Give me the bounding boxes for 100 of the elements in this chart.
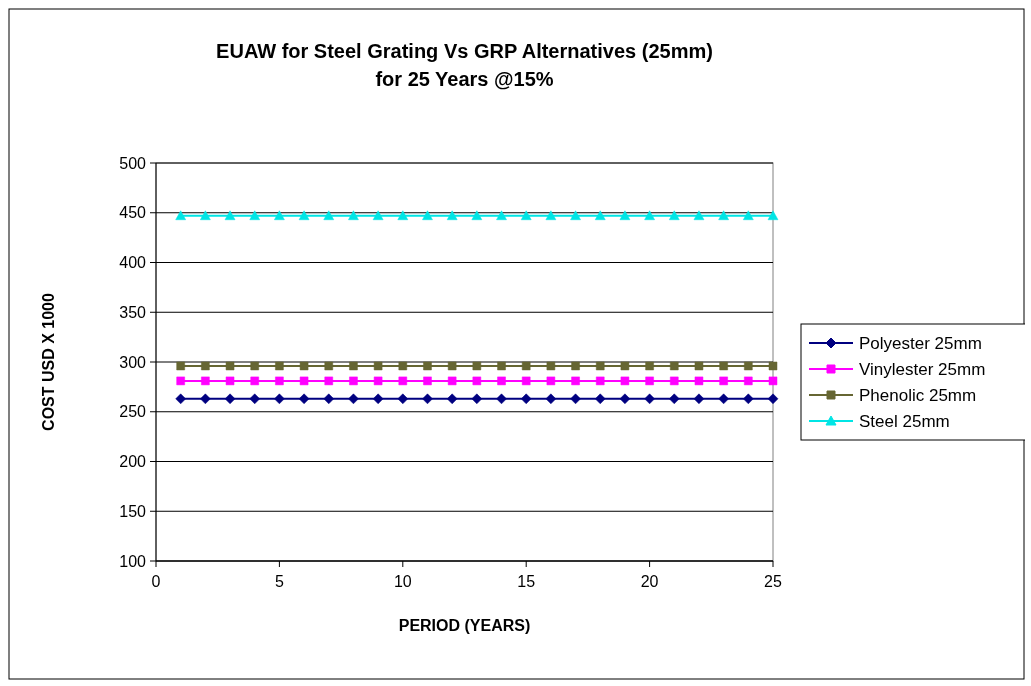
point	[768, 376, 778, 386]
x-tick-label: 20	[640, 573, 659, 590]
point	[446, 393, 458, 405]
point	[324, 361, 334, 371]
point	[620, 361, 630, 371]
point	[520, 393, 532, 405]
point	[571, 376, 580, 386]
point	[693, 210, 705, 220]
point	[571, 361, 580, 371]
point	[373, 361, 383, 371]
point	[718, 393, 729, 405]
point	[767, 210, 779, 220]
point	[373, 376, 383, 386]
point	[398, 376, 408, 386]
point	[521, 361, 531, 371]
point	[521, 376, 531, 386]
point	[471, 210, 483, 220]
point	[225, 361, 235, 371]
point	[323, 210, 335, 220]
point	[619, 210, 631, 220]
y-axis-title: COST USD X 1000	[40, 292, 57, 431]
x-axis-title: PERIOD (YEARS)	[398, 617, 531, 634]
point	[595, 376, 605, 386]
point	[497, 376, 506, 386]
point	[275, 376, 284, 386]
point	[422, 393, 433, 405]
point	[299, 361, 309, 371]
point	[669, 393, 680, 405]
point	[594, 210, 606, 220]
point	[372, 210, 384, 220]
point	[200, 393, 211, 405]
point	[176, 376, 185, 386]
point	[693, 393, 705, 405]
point	[595, 361, 605, 371]
point	[594, 393, 606, 405]
point	[175, 393, 186, 405]
point	[275, 361, 284, 371]
point	[224, 210, 236, 220]
point	[670, 361, 679, 371]
point	[471, 393, 483, 405]
point	[472, 361, 482, 371]
x-tick-label: 15	[517, 573, 536, 590]
y-tick-label: 150	[119, 502, 147, 520]
y-tick-label: 500	[119, 154, 147, 172]
point	[423, 376, 432, 386]
point	[768, 361, 778, 371]
point	[497, 361, 506, 371]
point	[670, 376, 679, 386]
point	[669, 210, 680, 220]
point	[250, 361, 259, 371]
point	[200, 210, 211, 220]
point	[718, 210, 729, 220]
point	[348, 210, 359, 220]
point	[645, 361, 654, 371]
legend-label: Phenolic 25mm	[859, 385, 977, 405]
x-tick-label: 5	[274, 573, 284, 590]
x-tick-label: 25	[764, 573, 782, 590]
point	[225, 376, 235, 386]
point	[349, 361, 358, 371]
point	[546, 361, 556, 371]
point	[619, 393, 631, 405]
point	[298, 393, 310, 405]
point	[570, 210, 581, 220]
point	[176, 361, 185, 371]
point	[372, 393, 384, 405]
point	[743, 210, 754, 220]
point	[447, 361, 457, 371]
point	[767, 393, 779, 405]
point	[694, 376, 704, 386]
x-tick-label: 0	[151, 573, 161, 590]
legend-label: Steel 25mm	[859, 411, 950, 431]
point	[224, 393, 236, 405]
point	[324, 376, 334, 386]
y-tick-label: 300	[119, 353, 147, 371]
point	[496, 393, 507, 405]
point	[744, 361, 753, 371]
y-tick-label: 450	[119, 204, 147, 222]
point	[520, 210, 532, 220]
y-tick-label: 100	[119, 552, 147, 570]
point	[201, 361, 210, 371]
point	[719, 361, 728, 371]
point	[446, 210, 458, 220]
point	[349, 376, 358, 386]
point	[472, 376, 482, 386]
point	[644, 210, 655, 220]
point	[447, 376, 457, 386]
point	[694, 361, 704, 371]
y-tick-label: 200	[119, 453, 147, 471]
point	[570, 393, 581, 405]
point	[397, 210, 409, 220]
point	[546, 376, 556, 386]
point	[250, 376, 259, 386]
legend-label: Vinylester 25mm	[859, 359, 986, 379]
point	[645, 376, 654, 386]
point	[249, 210, 260, 220]
legend-label: Polyester 25mm	[859, 333, 982, 353]
point	[397, 393, 409, 405]
point	[743, 393, 754, 405]
point	[423, 361, 432, 371]
point	[201, 376, 210, 386]
